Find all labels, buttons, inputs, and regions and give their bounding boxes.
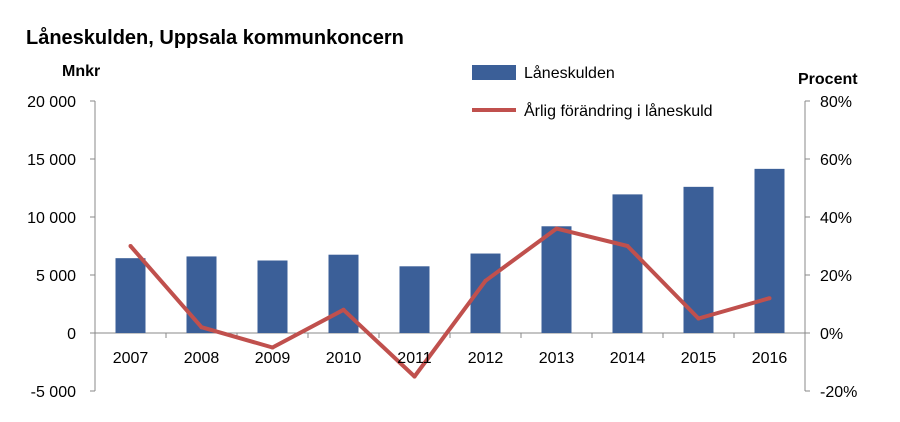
right-tick-label: 60% xyxy=(820,152,852,169)
x-tick-label: 2008 xyxy=(184,350,220,367)
x-tick-labels: 2007 2008 2009 2010 2011 2012 2013 2014 2015 2016 xyxy=(113,350,788,367)
right-axis-unit: Procent xyxy=(798,71,858,88)
x-tick-label: 2016 xyxy=(752,350,788,367)
right-tick-label: 40% xyxy=(820,210,852,227)
bar-series xyxy=(115,168,785,333)
line-point-2013 xyxy=(554,226,559,231)
bar-2015 xyxy=(683,186,714,333)
x-tick-label: 2007 xyxy=(113,350,149,367)
line-point-2008 xyxy=(199,325,204,330)
legend-swatch-bars xyxy=(472,65,516,80)
line-point-2011 xyxy=(412,374,417,379)
legend-label-line: Årlig förändring i låneskuld xyxy=(524,101,713,120)
right-tick-label: 0% xyxy=(820,326,843,343)
legend-label-bars: Låneskulden xyxy=(524,64,615,82)
x-tick-label: 2013 xyxy=(539,350,575,367)
chart-title: Låneskulden, Uppsala kommunkoncern xyxy=(26,26,404,49)
left-tick-labels: -5 000 0 5 000 10 000 15 000 20 000 xyxy=(27,94,76,401)
left-tick-label: 5 000 xyxy=(36,268,76,285)
left-tick-label: -5 000 xyxy=(31,384,76,401)
legend: Låneskulden Årlig förändring i låneskuld xyxy=(472,64,713,120)
bar-2014 xyxy=(612,194,643,333)
right-tick-label: 80% xyxy=(820,94,852,111)
line-point-2016 xyxy=(767,296,772,301)
line-path xyxy=(128,226,771,379)
x-tick-label: 2010 xyxy=(326,350,362,367)
bar-2013 xyxy=(541,226,572,333)
line-point-2009 xyxy=(270,345,275,350)
bar-2007 xyxy=(115,258,146,333)
line-series xyxy=(128,226,772,379)
bar-2011 xyxy=(399,266,430,333)
right-tick-label: 20% xyxy=(820,268,852,285)
line-point-2015 xyxy=(696,316,701,321)
x-tick-label: 2015 xyxy=(681,350,717,367)
bar-2009 xyxy=(257,260,288,333)
bar-2008 xyxy=(186,256,217,333)
left-tick-label: 10 000 xyxy=(27,210,76,227)
right-tick-label: -20% xyxy=(820,384,857,401)
line-point-2014 xyxy=(625,244,630,248)
x-tick-label: 2009 xyxy=(255,350,291,367)
x-tick-label: 2014 xyxy=(610,350,646,367)
left-tick-label: 20 000 xyxy=(27,94,76,111)
x-tick-label: 2012 xyxy=(468,350,504,367)
left-tick-label: 0 xyxy=(67,326,76,343)
left-axis-unit: Mnkr xyxy=(62,63,100,80)
bar-2016 xyxy=(754,168,785,333)
right-tick-labels: -20% 0% 20% 40% 60% 80% xyxy=(820,94,857,401)
left-tick-label: 15 000 xyxy=(27,152,76,169)
x-tick-label: 2011 xyxy=(397,350,432,367)
line-point-2007 xyxy=(128,244,133,248)
line-point-2010 xyxy=(341,307,346,312)
line-point-2012 xyxy=(483,278,488,283)
